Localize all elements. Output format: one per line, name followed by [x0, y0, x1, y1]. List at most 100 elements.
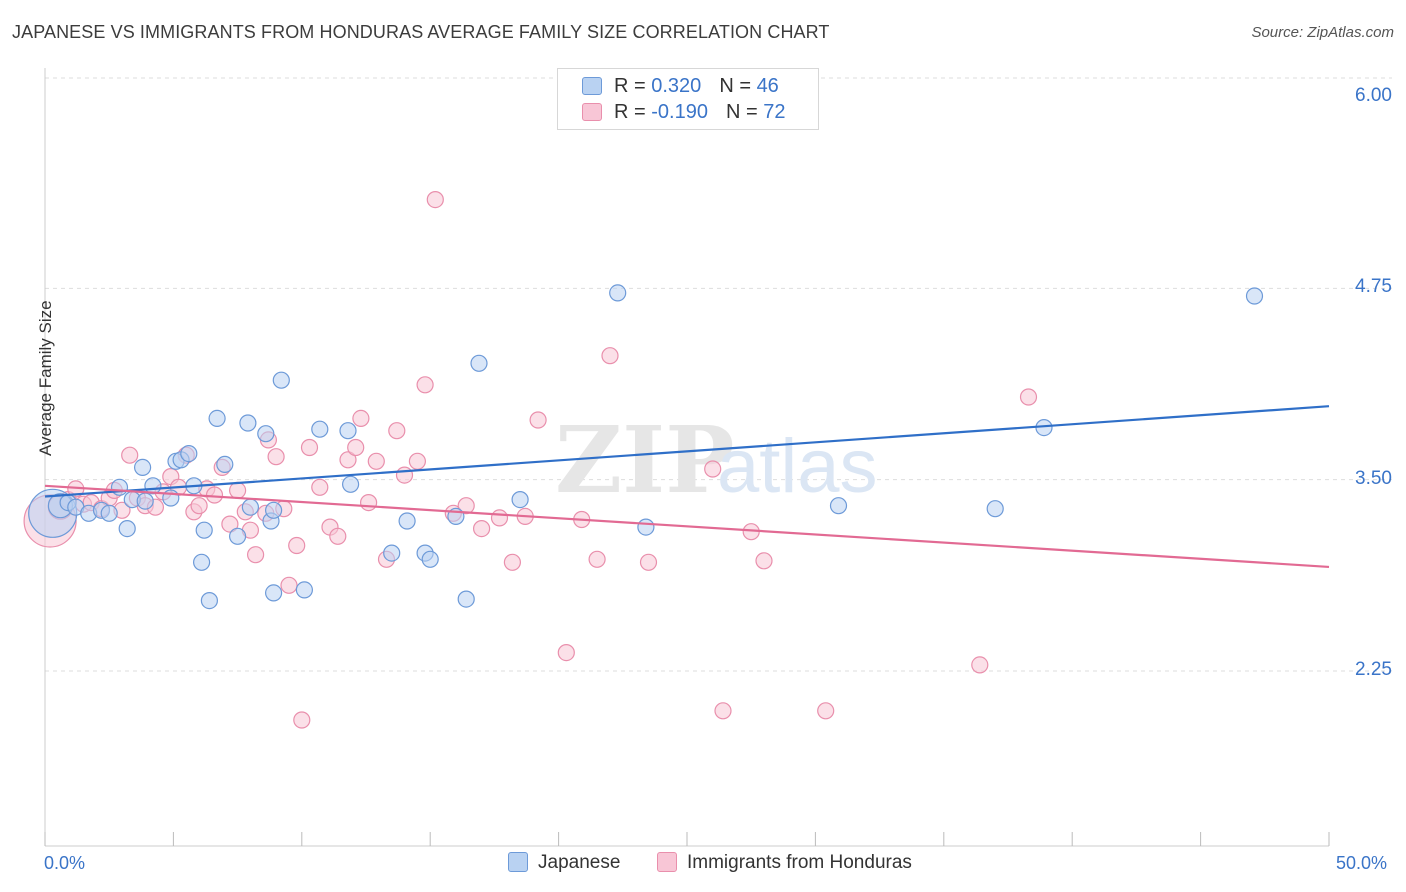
- point-japanese: [110, 478, 129, 496]
- x-tick-label-min: 0.0%: [44, 853, 86, 873]
- legend-row-honduras: R = -0.190 N = 72: [582, 101, 785, 127]
- point-honduras: [190, 497, 208, 515]
- point-japanese: [511, 491, 529, 509]
- point-honduras: [121, 446, 139, 464]
- point-honduras: [347, 438, 365, 457]
- y-tick-label: 4.75: [1355, 276, 1392, 298]
- point-japanese: [241, 498, 259, 516]
- bottom-legend-label-japanese: Japanese: [538, 852, 621, 873]
- point-japanese: [200, 591, 218, 610]
- point-honduras: [426, 191, 444, 209]
- point-honduras: [704, 460, 722, 478]
- point-honduras: [529, 411, 547, 429]
- trend-line-honduras: [44, 484, 1330, 569]
- x-ticks: [44, 832, 1330, 846]
- y-axis-title: Average Family Size: [8, 0, 55, 892]
- correlation-legend: R = 0.320 N = 46 R = -0.190 N = 72: [557, 68, 819, 130]
- point-japanese: [609, 284, 627, 302]
- point-japanese: [216, 455, 234, 473]
- point-japanese: [195, 521, 213, 539]
- point-honduras: [1019, 388, 1038, 406]
- point-japanese: [208, 409, 226, 427]
- point-japanese: [118, 519, 136, 538]
- trend-line-japanese: [44, 405, 1330, 498]
- y-tick-label: 6.00: [1355, 85, 1392, 106]
- point-japanese: [229, 527, 247, 545]
- point-honduras: [503, 553, 522, 571]
- point-honduras: [293, 711, 311, 729]
- point-honduras: [367, 452, 385, 470]
- y-tick-label: 3.50: [1355, 467, 1392, 489]
- legend-n-label: N =: [725, 101, 764, 123]
- point-japanese: [1245, 287, 1264, 305]
- point-honduras: [388, 422, 406, 440]
- legend-n-value-japanese: 46: [756, 75, 779, 97]
- point-honduras: [601, 347, 619, 365]
- point-japanese: [100, 504, 118, 522]
- source-label: Source: ZipAtlas.com: [1251, 24, 1394, 41]
- trend-lines: [44, 405, 1330, 569]
- point-japanese: [383, 544, 401, 562]
- point-japanese: [457, 590, 475, 608]
- legend-r-label: R =: [614, 101, 652, 123]
- x-tick-label-max: 50.0%: [1336, 853, 1388, 873]
- point-honduras: [639, 553, 658, 571]
- point-japanese: [637, 518, 655, 536]
- point-honduras: [416, 376, 434, 394]
- legend-n-label: N =: [719, 75, 757, 97]
- legend-swatch-japanese: [582, 77, 602, 95]
- bottom-legend-honduras: Immigrants from Honduras: [657, 852, 912, 874]
- point-honduras: [280, 576, 298, 594]
- y-axis-label: Average Family Size: [36, 300, 55, 456]
- point-japanese: [421, 550, 439, 568]
- watermark-atlas: atlas: [717, 424, 878, 509]
- grid-lines: [45, 77, 1392, 672]
- point-honduras: [557, 643, 575, 662]
- point-japanese: [180, 445, 198, 463]
- point-honduras: [288, 536, 306, 555]
- point-japanese: [986, 500, 1004, 518]
- point-honduras: [300, 438, 319, 457]
- point-honduras: [408, 452, 426, 470]
- point-honduras: [755, 552, 773, 570]
- chart-title: JAPANESE VS IMMIGRANTS FROM HONDURAS AVE…: [12, 22, 830, 42]
- series-japanese-points: [28, 284, 1264, 610]
- point-japanese: [239, 414, 257, 432]
- point-honduras: [229, 481, 247, 499]
- bottom-legend-swatch-japanese: [508, 852, 528, 872]
- point-honduras: [817, 702, 835, 720]
- legend-swatch-honduras: [582, 103, 602, 121]
- bottom-legend-japanese: Japanese: [508, 852, 620, 874]
- point-japanese: [136, 492, 154, 510]
- point-japanese: [339, 422, 357, 440]
- point-honduras: [311, 478, 329, 496]
- point-honduras: [714, 702, 732, 720]
- point-honduras: [352, 409, 370, 427]
- y-tick-label: 2.25: [1355, 659, 1392, 680]
- legend-n-value-honduras: 72: [763, 101, 786, 123]
- point-japanese: [265, 501, 283, 519]
- point-japanese: [265, 584, 283, 602]
- point-japanese: [257, 425, 275, 443]
- point-honduras: [588, 550, 606, 568]
- legend-r-label: R =: [614, 75, 652, 97]
- watermark: ZIP atlas: [555, 406, 878, 514]
- point-honduras: [473, 519, 491, 538]
- point-honduras: [339, 451, 357, 469]
- point-japanese: [311, 420, 329, 438]
- bottom-legend-swatch-honduras: [657, 852, 677, 872]
- point-japanese: [342, 475, 360, 493]
- legend-r-value-japanese: 0.320: [651, 75, 702, 97]
- watermark-zip: ZIP: [555, 406, 734, 514]
- point-honduras: [360, 494, 378, 512]
- point-japanese: [295, 581, 313, 599]
- point-japanese: [193, 553, 211, 571]
- point-honduras: [267, 448, 285, 466]
- point-honduras: [247, 546, 265, 564]
- point-honduras: [205, 486, 224, 504]
- point-japanese: [272, 371, 290, 389]
- bottom-legend-label-honduras: Immigrants from Honduras: [687, 852, 912, 873]
- legend-row-japanese: R = 0.320 N = 46: [582, 75, 779, 101]
- point-japanese: [134, 458, 152, 476]
